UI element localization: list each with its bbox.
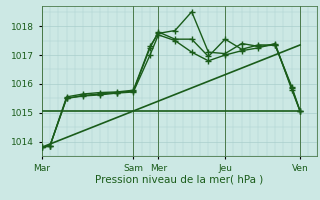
X-axis label: Pression niveau de la mer( hPa ): Pression niveau de la mer( hPa ): [95, 174, 263, 184]
